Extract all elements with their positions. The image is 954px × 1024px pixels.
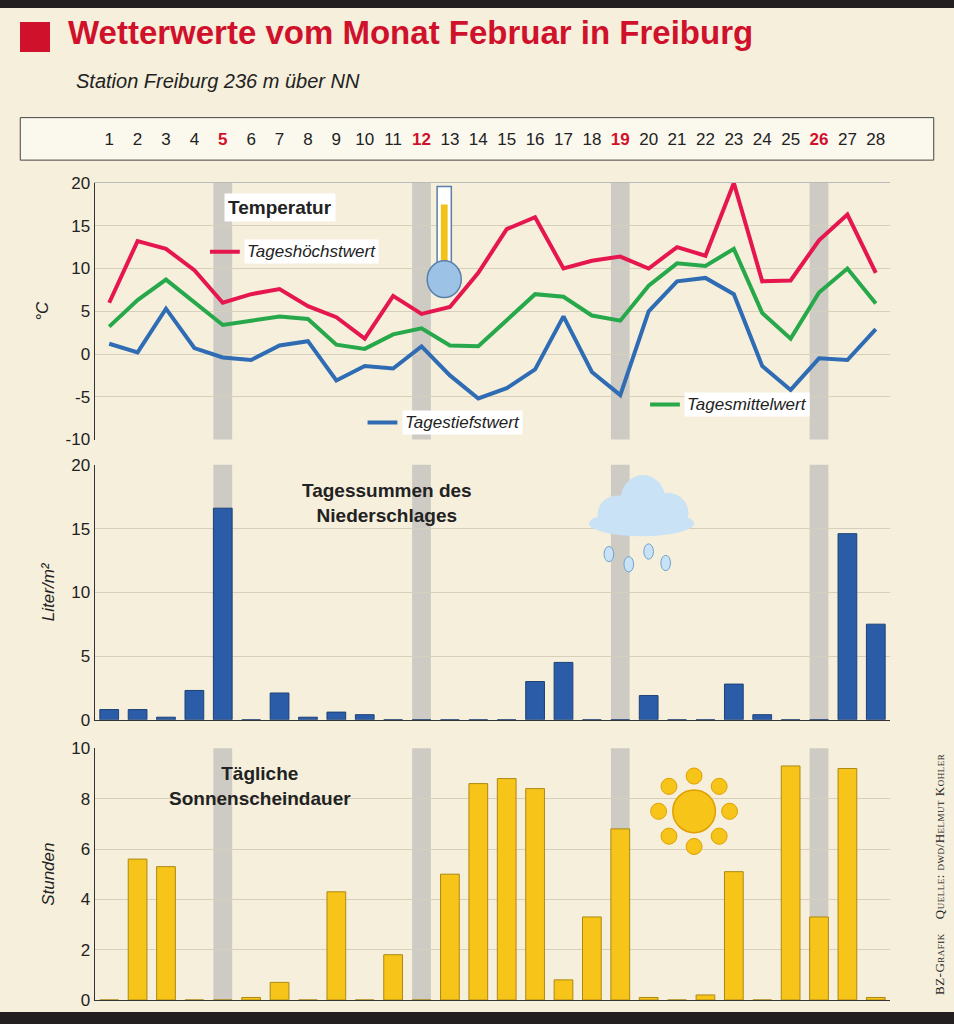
- svg-text:15: 15: [71, 217, 90, 236]
- svg-text:°C: °C: [33, 301, 52, 321]
- svg-text:4: 4: [190, 130, 199, 149]
- svg-text:7: 7: [275, 130, 284, 149]
- svg-text:Tagessummen desNiederschlages: Tagessummen desNiederschlages: [302, 480, 472, 526]
- svg-text:15: 15: [497, 130, 516, 149]
- svg-text:Stunden: Stunden: [39, 843, 58, 906]
- html-text:Station Freiburg 236 m über NN: Station Freiburg 236 m über NN: [76, 70, 360, 92]
- svg-text:28: 28: [866, 130, 885, 149]
- svg-text:20: 20: [71, 174, 90, 193]
- svg-text:2: 2: [81, 941, 90, 960]
- svg-text:5: 5: [218, 130, 227, 149]
- svg-text:TäglicheSonnenscheindauer: TäglicheSonnenscheindauer: [169, 763, 351, 809]
- html-text:Wetterwerte vom Monat Februar: Wetterwerte vom Monat Februar in Freibur…: [68, 14, 754, 51]
- svg-text:12: 12: [412, 130, 431, 149]
- svg-text:11: 11: [384, 130, 402, 149]
- svg-text:Tageshöchstwert: Tageshöchstwert: [247, 242, 376, 261]
- svg-text:5: 5: [81, 302, 90, 321]
- svg-text:Tagesmittelwert: Tagesmittelwert: [687, 395, 807, 414]
- svg-text:0: 0: [81, 991, 90, 1010]
- svg-text:25: 25: [781, 130, 800, 149]
- svg-text:4: 4: [81, 890, 90, 909]
- html-text:BZ-Grafik: BZ-Grafik: [932, 933, 947, 995]
- svg-text:13: 13: [440, 130, 459, 149]
- svg-text:0: 0: [81, 345, 90, 364]
- svg-text:10: 10: [71, 259, 90, 278]
- svg-text:8: 8: [81, 790, 90, 809]
- svg-text:26: 26: [810, 130, 829, 149]
- svg-text:8: 8: [303, 130, 312, 149]
- svg-text:17: 17: [554, 130, 573, 149]
- svg-text:6: 6: [81, 840, 90, 859]
- svg-text:3: 3: [161, 130, 170, 149]
- html-text:Quelle: dwd/Helmut Kohler: Quelle: dwd/Helmut Kohler: [932, 753, 947, 920]
- svg-text:6: 6: [246, 130, 255, 149]
- svg-text:14: 14: [469, 130, 488, 149]
- svg-text:20: 20: [71, 456, 90, 475]
- svg-text:Temperatur: Temperatur: [228, 197, 332, 218]
- svg-text:-10: -10: [66, 430, 91, 449]
- svg-text:10: 10: [71, 583, 90, 602]
- svg-text:21: 21: [668, 130, 687, 149]
- svg-text:Tagestiefstwert: Tagestiefstwert: [405, 413, 520, 432]
- svg-text:-5: -5: [75, 388, 90, 407]
- svg-text:1: 1: [104, 130, 113, 149]
- svg-text:10: 10: [355, 130, 374, 149]
- svg-text:20: 20: [639, 130, 658, 149]
- svg-text:24: 24: [753, 130, 772, 149]
- svg-text:15: 15: [71, 520, 90, 539]
- svg-text:0: 0: [81, 711, 90, 730]
- svg-text:Liter/m²: Liter/m²: [39, 562, 58, 621]
- svg-text:16: 16: [526, 130, 545, 149]
- svg-text:18: 18: [582, 130, 601, 149]
- svg-text:2: 2: [133, 130, 142, 149]
- svg-text:9: 9: [332, 130, 341, 149]
- svg-text:5: 5: [81, 647, 90, 666]
- svg-text:19: 19: [611, 130, 630, 149]
- svg-text:22: 22: [696, 130, 715, 149]
- svg-text:27: 27: [838, 130, 857, 149]
- svg-text:10: 10: [71, 739, 90, 758]
- svg-text:23: 23: [724, 130, 743, 149]
